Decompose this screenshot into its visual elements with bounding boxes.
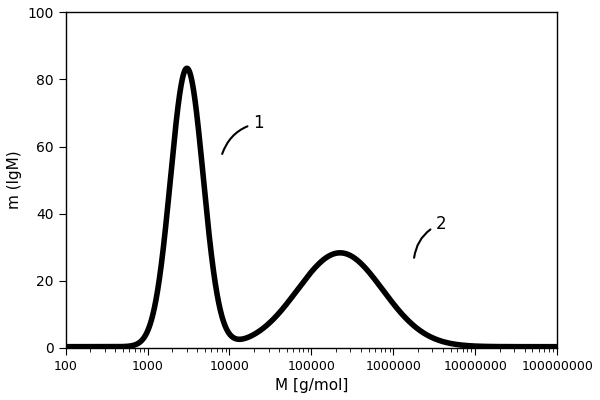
Text: 2: 2 (414, 215, 446, 258)
X-axis label: M [g/mol]: M [g/mol] (275, 378, 348, 393)
Y-axis label: m (lgM): m (lgM) (7, 151, 22, 209)
Text: 1: 1 (222, 114, 263, 154)
